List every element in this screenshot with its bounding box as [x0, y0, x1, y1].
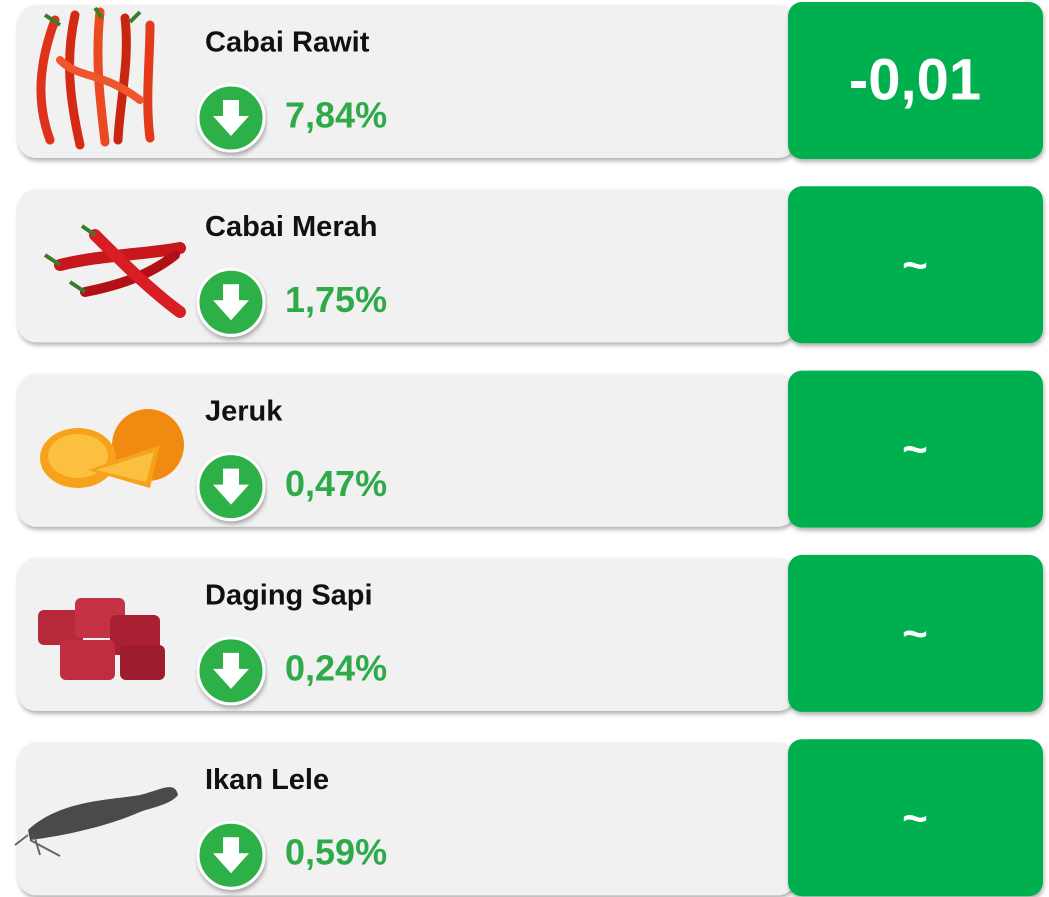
value: -0,01: [849, 47, 981, 112]
value: ~: [902, 241, 928, 290]
item-name: Cabai Merah: [205, 211, 377, 243]
card: [18, 5, 796, 158]
change-percent: 0,59%: [285, 832, 387, 873]
value: ~: [902, 425, 928, 474]
value: ~: [902, 794, 928, 843]
item-row: Cabai Merah 1,75% ~: [18, 186, 1043, 343]
card: [18, 742, 796, 895]
item-name: Ikan Lele: [205, 764, 329, 796]
item-row: Daging Sapi 0,24% ~: [18, 555, 1043, 712]
item-name: Jeruk: [205, 395, 283, 427]
change-percent: 7,84%: [285, 95, 387, 136]
item-name: Cabai Rawit: [205, 27, 370, 59]
price-list: Cabai Rawit 7,84% -0,01 Cabai Merah 1,75% ~ Je…: [0, 0, 1049, 897]
change-percent: 0,47%: [285, 463, 387, 504]
change-percent: 0,24%: [285, 647, 387, 688]
value: ~: [902, 610, 928, 659]
change-percent: 1,75%: [285, 279, 387, 320]
item-name: Daging Sapi: [205, 580, 373, 612]
item-row: Cabai Rawit 7,84% -0,01: [18, 2, 1043, 159]
item-row: Ikan Lele 0,59% ~: [18, 739, 1043, 896]
